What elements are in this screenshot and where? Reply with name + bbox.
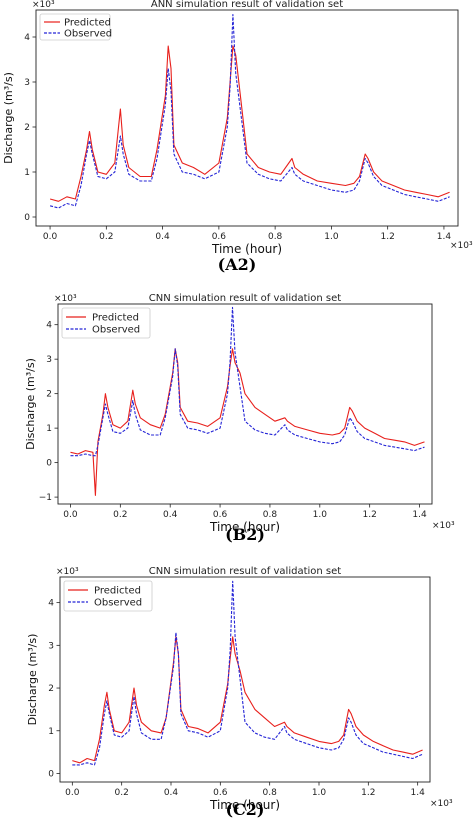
panel-3-x-tick-label: 1.4 [411, 788, 426, 798]
panel-3-legend-label-observed: Observed [94, 598, 142, 609]
panel-1-legend-label-observed: Observed [64, 29, 112, 40]
panel-1-x-tick-label: 0.6 [212, 232, 227, 242]
panel-1-x-tick-label: 1.4 [437, 232, 452, 242]
panel-1-y-axis-label: Discharge (m³/s) [2, 72, 15, 164]
panel-2-x-tick-label: 0.0 [63, 510, 78, 520]
panel-2-y-axis-label: Discharge (m³/s) [24, 358, 37, 450]
panel-3-x-tick-label: 0.4 [164, 788, 179, 798]
panel-1-x-multiplier: ×10³ [450, 241, 473, 251]
panel-3-x-tick-label: 0.2 [115, 788, 129, 798]
panel-2-x-tick-label: 1.4 [412, 510, 427, 520]
panel-3-legend-box [63, 580, 153, 612]
panel-2-caption: (B2) [225, 525, 265, 544]
panel-1-y-tick-label: 0 [24, 213, 30, 223]
panel-1-series-predicted-line [49, 45, 450, 202]
panel-3-caption: (C2) [225, 800, 264, 819]
panel-3-y-tick-label: 0 [48, 769, 54, 779]
panel-1-x-tick-label: 1.2 [381, 232, 395, 242]
panel-1-title: ANN simulation result of validation set [151, 0, 343, 10]
panel-1-series-observed-line [49, 13, 450, 209]
panel-2-x-axis-label: Time (hour) [209, 520, 280, 534]
panel-3-x-tick-label: 0.6 [213, 788, 228, 798]
panel-2-y-tick-label: 0 [46, 459, 52, 469]
panel-3-x-tick-label: 0.8 [263, 788, 278, 798]
panel-2-x-tick-label: 0.8 [263, 510, 278, 520]
panel-2-title: CNN simulation result of validation set [149, 293, 341, 304]
panel-1-y-tick-label: 3 [24, 78, 30, 88]
panel-2-y-tick-label: 1 [46, 424, 52, 434]
panel-2-legend-label-observed: Observed [92, 325, 140, 336]
panel-3-y-tick-label: 1 [48, 727, 54, 737]
panel-2-x-tick-label: 1.0 [313, 510, 328, 520]
panel-1-caption: (A2) [218, 255, 257, 274]
panel-2-y-tick-label: 4 [46, 321, 52, 331]
panel-1-y-tick-label: 4 [24, 33, 30, 43]
panel-2-y-tick-label: 3 [46, 355, 52, 365]
panel-1-x-tick-label: 0.4 [155, 232, 170, 242]
panel-3-x-tick-label: 1.0 [312, 788, 327, 798]
panel-3-x-axis-label: Time (hour) [209, 798, 280, 812]
panel-3-y-tick-label: 2 [48, 684, 54, 694]
panel-1-x-tick-label: 0.2 [99, 232, 113, 242]
panel-3-plot-frame [59, 576, 431, 783]
panel-3-y-tick-label: 3 [48, 641, 54, 651]
panel-1-plot-frame [35, 9, 459, 227]
panel-1-y-multiplier: ×10³ [32, 0, 55, 10]
panel-3-y-axis-label: Discharge (m³/s) [26, 634, 39, 726]
panel-2-y-tick-label: 2 [46, 390, 52, 400]
panel-2-x-tick-label: 0.4 [163, 510, 178, 520]
panel-3-series-predicted-line [72, 636, 423, 764]
panel-1-x-axis-label: Time (hour) [211, 242, 282, 256]
panel-2-plot-frame [57, 303, 433, 505]
panel-1-legend-label-predicted: Predicted [64, 18, 111, 29]
panel-2-y-multiplier: ×10³ [54, 294, 77, 304]
panel-3-series-observed-line [72, 580, 423, 766]
panel-2-x-tick-label: 1.2 [363, 510, 377, 520]
panel-3-y-multiplier: ×10³ [56, 567, 79, 577]
panel-1-x-tick-label: 0.0 [43, 232, 58, 242]
panel-3-x-multiplier: ×10³ [430, 799, 453, 809]
panel-2-x-tick-label: 0.2 [113, 510, 127, 520]
panel-2-legend-box [61, 307, 151, 339]
panel-2-series-predicted-line [70, 348, 425, 496]
panel-2-x-tick-label: 0.6 [213, 510, 228, 520]
panel-2-series-observed-line [70, 306, 425, 457]
panel-3-x-tick-label: 0.0 [65, 788, 80, 798]
panel-2-x-multiplier: ×10³ [432, 521, 455, 531]
panel-3-legend-label-predicted: Predicted [94, 586, 141, 597]
panel-2-y-tick-label: −1 [39, 493, 52, 503]
panel-1-y-tick-label: 2 [24, 123, 30, 133]
panel-1-x-tick-label: 1.0 [324, 232, 339, 242]
panel-1-x-tick-label: 0.8 [268, 232, 283, 242]
panel-3-y-tick-label: 4 [48, 599, 54, 609]
panel-2-legend-label-predicted: Predicted [92, 313, 139, 324]
panel-3-title: CNN simulation result of validation set [149, 566, 341, 577]
panel-1-y-tick-label: 1 [24, 168, 30, 178]
panel-3-x-tick-label: 1.2 [361, 788, 375, 798]
